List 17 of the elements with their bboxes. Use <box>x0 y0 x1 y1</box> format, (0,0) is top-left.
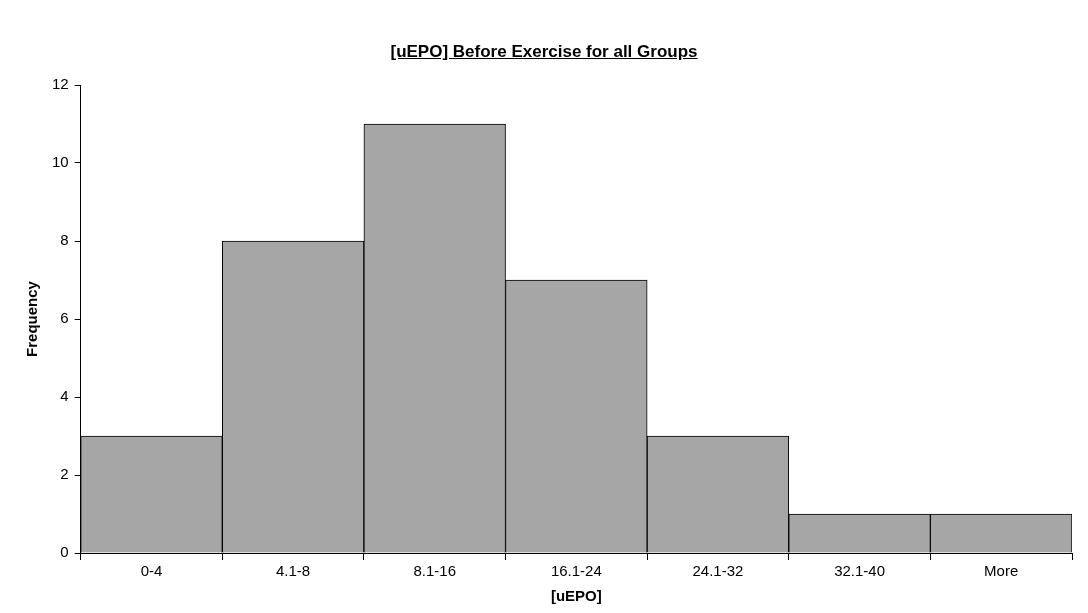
y-axis-title: Frequency <box>23 280 41 357</box>
y-tick-label: 4 <box>60 387 69 405</box>
x-tick-label: More <box>984 562 1019 580</box>
x-tick-label: 0-4 <box>140 562 163 580</box>
x-axis-title: [uEPO] <box>550 587 602 605</box>
y-tick-label: 0 <box>60 543 69 561</box>
y-tick-label: 10 <box>52 153 69 171</box>
y-tick-label: 8 <box>60 231 69 249</box>
y-tick-label: 12 <box>52 75 69 93</box>
x-tick-label: 24.1-32 <box>692 562 744 580</box>
x-tick-label: 16.1-24 <box>550 562 602 580</box>
x-tick-label: 4.1-8 <box>276 562 311 580</box>
chart-title: [uEPO] Before Exercise for all Groups <box>389 42 699 62</box>
y-tick-label: 6 <box>60 309 69 327</box>
y-tick-label: 2 <box>60 465 69 483</box>
x-tick-label: 8.1-16 <box>413 562 456 580</box>
x-tick-label: 32.1-40 <box>834 562 886 580</box>
